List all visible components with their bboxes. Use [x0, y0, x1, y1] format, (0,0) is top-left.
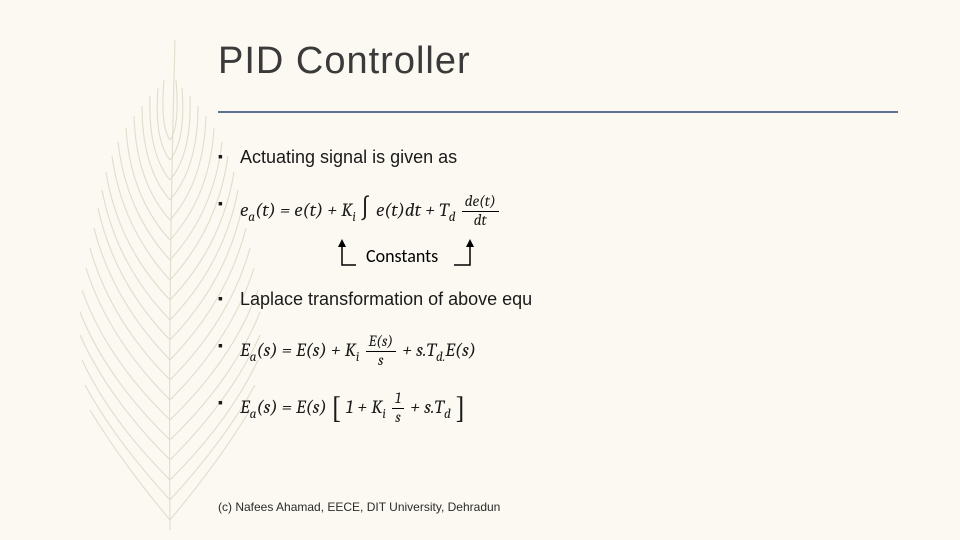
- eq1-integral: ∫: [360, 195, 376, 223]
- bullet-equation-1: ea(t) = e(t) + Ki ∫ e(t)dt + Td de(t) dt: [218, 192, 900, 229]
- eq2-lhs-base: E: [240, 339, 250, 361]
- eq1-lhs-arg: (t): [255, 199, 276, 221]
- eq2-std: s.T: [416, 339, 436, 361]
- eq3-lhs-base: E: [240, 396, 250, 418]
- bullet-equation-3: Ea(s) = E(s) [ 1 + Ki 1 s + s.Td ]: [218, 391, 900, 426]
- eq3-plus1: +: [357, 396, 371, 418]
- eq3-lhs-arg: (s): [256, 396, 277, 418]
- eq3-ki-sub: i: [382, 407, 386, 422]
- eq1-ki: K: [341, 199, 352, 221]
- eq1-frac: de(t) dt: [462, 194, 499, 229]
- slide: PID Controller Actuating signal is given…: [0, 0, 960, 540]
- eq2-std-sub: d.: [436, 350, 445, 365]
- eq2-eq: =: [282, 339, 296, 361]
- eq3-lbracket: [: [331, 391, 342, 426]
- eq3-one: 1: [346, 396, 354, 418]
- eq1-t1: e(t): [294, 199, 323, 221]
- eq2-frac-den: s: [366, 352, 397, 369]
- eq2-frac-num: E(s): [366, 334, 397, 352]
- eq3-std: s.T: [424, 396, 444, 418]
- eq1-frac-num: de(t): [462, 194, 499, 212]
- eq1: ea(t) = e(t) + Ki ∫ e(t)dt + Td de(t) dt: [240, 199, 501, 221]
- eq2-lhs-arg: (s): [256, 339, 277, 361]
- eq2-plus2: +: [402, 339, 416, 361]
- eq3: Ea(s) = E(s) [ 1 + Ki 1 s + s.Td ]: [240, 396, 466, 418]
- bullet-text-1: Actuating signal is given as: [218, 145, 900, 170]
- eq2-frac: E(s) s: [366, 334, 397, 369]
- eq3-frac-den: s: [392, 409, 404, 426]
- eq1-frac-den: dt: [462, 212, 499, 229]
- eq3-eq: =: [282, 396, 296, 418]
- eq1-td: T: [439, 199, 449, 221]
- bullet-text-2: Laplace transformation of above equ: [218, 287, 900, 312]
- constants-label: Constants: [366, 245, 438, 267]
- arrow-left-icon: [338, 239, 362, 267]
- eq3-std-sub: d: [444, 407, 451, 422]
- eq3-ki: K: [371, 396, 382, 418]
- content-area: PID Controller Actuating signal is given…: [0, 0, 960, 426]
- eq3-frac: 1 s: [392, 391, 404, 426]
- eq2-t3: E(s): [445, 339, 476, 361]
- eq3-es: E(s): [296, 396, 331, 418]
- eq2-ki: K: [345, 339, 356, 361]
- eq2-ki-sub: i: [356, 350, 360, 365]
- bullet-list-2: Laplace transformation of above equ Ea(s…: [218, 287, 900, 426]
- eq3-plus2: +: [410, 396, 424, 418]
- eq1-ki-sub: i: [352, 210, 356, 225]
- constants-callout: Constants: [338, 243, 900, 271]
- eq1-plus1: +: [327, 199, 341, 221]
- eq2: Ea(s) = E(s) + Ki E(s) s + s.Td.E(s): [240, 339, 476, 361]
- bullet-list: Actuating signal is given as ea(t) = e(t…: [218, 145, 900, 229]
- eq1-plus2: +: [425, 199, 439, 221]
- eq1-t2: e(t)dt: [376, 199, 421, 221]
- slide-title: PID Controller: [218, 40, 900, 83]
- eq3-frac-num: 1: [392, 391, 404, 409]
- eq1-td-sub: d: [449, 210, 456, 225]
- eq1-eq: =: [280, 199, 294, 221]
- eq2-plus1: +: [331, 339, 345, 361]
- eq2-t1: E(s): [296, 339, 327, 361]
- title-divider: [218, 111, 898, 113]
- arrow-right-icon: [452, 239, 476, 267]
- footer-copyright: (c) Nafees Ahamad, EECE, DIT University,…: [218, 500, 500, 514]
- bullet-equation-2: Ea(s) = E(s) + Ki E(s) s + s.Td.E(s): [218, 334, 900, 369]
- eq3-rbracket: ]: [455, 391, 466, 426]
